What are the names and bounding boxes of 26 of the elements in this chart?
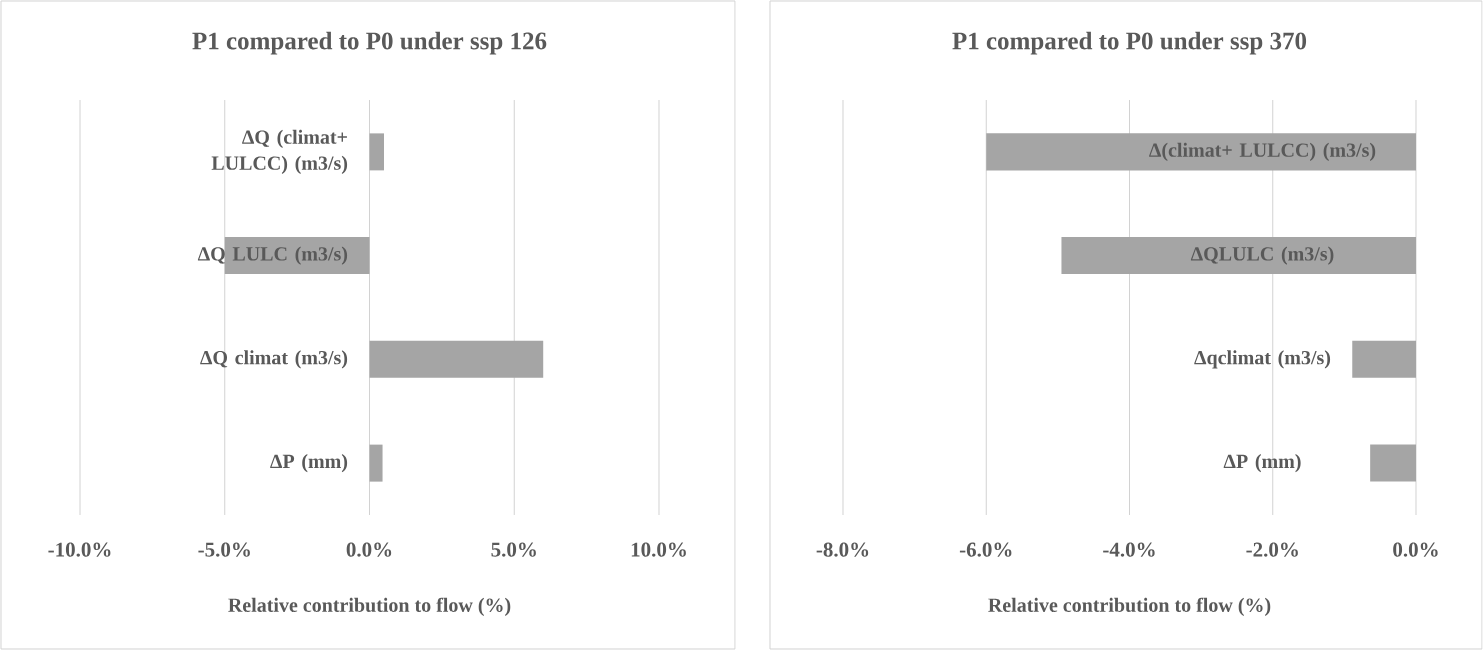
x-tick-label: -2.0% xyxy=(1246,542,1298,557)
y-tick-label: ΔQLULC (m3/s) xyxy=(1190,246,1334,265)
y-tick-label: ΔQ (climat+ LULCC) (m3/s) xyxy=(211,129,348,174)
chart-title: P1 compared to P0 under ssp 370 xyxy=(952,31,1307,55)
y-tick-label: Δ(climat+ LULCC) (m3/s) xyxy=(1149,142,1376,161)
x-tick-label: -5.0% xyxy=(198,542,250,557)
y-tick-label: ΔP (mm) xyxy=(1223,454,1301,473)
y-tick-label: ΔP (mm) xyxy=(270,454,348,473)
y-tick-label: ΔQ climat (m3/s) xyxy=(200,350,348,369)
x-tick-label: 5.0% xyxy=(491,542,536,557)
bar xyxy=(369,340,544,378)
chart-title: P1 compared to P0 under ssp 126 xyxy=(192,31,547,55)
x-axis-title: Relative contribution to flow (%) xyxy=(988,597,1271,616)
x-axis-title: Relative contribution to flow (%) xyxy=(228,597,511,616)
x-tick-label: -8.0% xyxy=(816,542,869,557)
x-tick-label: 0.0% xyxy=(346,542,392,557)
x-tick-label: 10.0% xyxy=(631,542,686,557)
x-tick-label: -6.0% xyxy=(959,542,1012,557)
bar xyxy=(224,237,370,275)
bar xyxy=(369,444,383,482)
y-tick-label: ΔQ LULC (m3/s) xyxy=(197,246,348,265)
x-tick-label: -4.0% xyxy=(1103,542,1155,557)
x-tick-label: 0.0% xyxy=(1393,542,1438,557)
y-tick-label: Δqclimat (m3/s) xyxy=(1194,350,1331,369)
bar xyxy=(369,133,384,171)
x-tick-label: -10.0% xyxy=(48,542,111,557)
